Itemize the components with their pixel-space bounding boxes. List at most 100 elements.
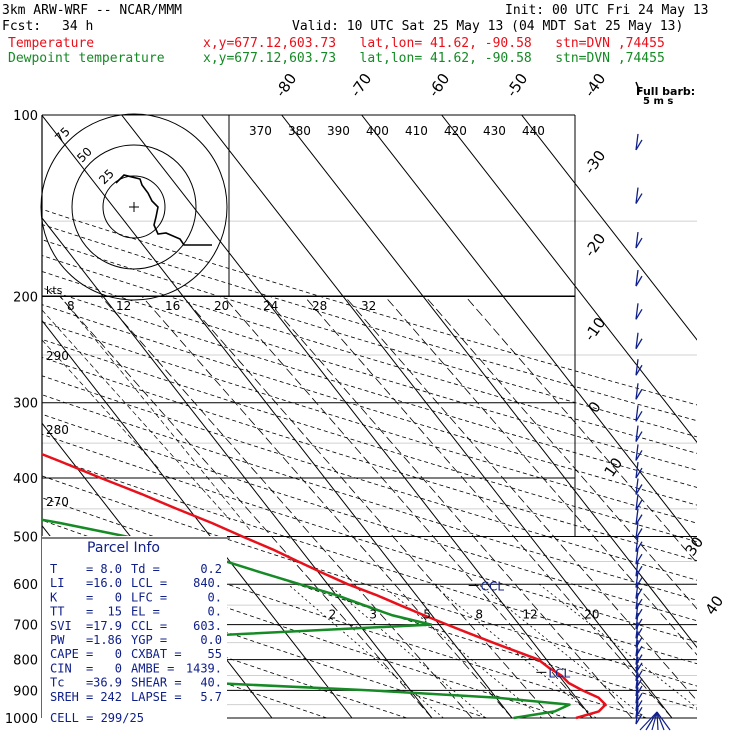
wind-barb: [635, 308, 643, 320]
isotherm-line: [42, 115, 513, 719]
parcel-key: LAPSE =: [131, 690, 182, 704]
parcel-key: SREH: [50, 690, 79, 704]
wind-barb-surface: [639, 711, 658, 731]
mixing-ratio-line: [538, 583, 697, 709]
parcel-key: CAPE: [50, 647, 79, 661]
dry-adiabat: [42, 375, 697, 581]
parcel-key: AMBE =: [131, 661, 174, 675]
hodograph-x-label: 20: [214, 299, 229, 313]
isotherm-label: -70: [347, 70, 376, 100]
wind-barb-flag: [635, 640, 639, 657]
moist-adiabat: [263, 296, 633, 719]
parcel-value: 840.: [193, 576, 222, 590]
wind-barbs: Full barb:5 m s: [635, 81, 695, 731]
parcel-value: 0: [115, 661, 122, 675]
mixing-ratio-label: 3: [369, 608, 377, 622]
dry-adiabat: [42, 454, 697, 665]
parcel-eq: =: [86, 661, 93, 675]
dry-adiabat: [42, 394, 697, 601]
wind-barb-flag: [635, 332, 639, 349]
parcel-value: 36.9: [93, 676, 122, 690]
parcel-key: LCL =: [131, 576, 167, 590]
wind-barb-flag: [635, 701, 639, 718]
parcel-key: K: [50, 590, 58, 604]
dry-adiabat: [42, 304, 697, 506]
parcel-eq: =: [86, 605, 93, 619]
isotherm-label: -10: [581, 314, 610, 344]
parcel-eq: =: [86, 633, 93, 647]
parcel-key: TT: [50, 605, 64, 619]
parcel-title: Parcel Info: [87, 540, 160, 556]
isotherm-label: 30: [682, 533, 708, 559]
parcel-eq: =: [86, 590, 93, 604]
mixing-ratio-label: 5: [423, 608, 431, 622]
wind-barb-legend: Full barb:: [636, 85, 695, 98]
parcel-value: 0.2: [200, 562, 222, 576]
theta-label: 410: [405, 124, 428, 138]
wind-barb: [635, 514, 643, 525]
wind-barb-flag: [635, 679, 639, 697]
wind-barb-surface: [645, 711, 658, 731]
parcel-value: 0: [115, 590, 122, 604]
valid-time: Valid: 10 UTC Sat 25 May 13 (04 MDT Sat …: [292, 19, 684, 34]
hodograph-y-label: 270: [46, 495, 69, 509]
pressure-tick-label: 500: [13, 530, 38, 545]
wind-barb: [635, 338, 643, 350]
wind-barb: [635, 431, 643, 442]
dewpoint-location: x,y=677.12,603.73 lat,lon= 41.62, -90.58…: [203, 51, 665, 66]
isotherm-label: -80: [272, 70, 301, 100]
parcel-cell: CELL = 299/25: [50, 711, 144, 725]
theta-label: 400: [366, 124, 389, 138]
hodograph-x-label: 32: [361, 299, 376, 313]
parcel-value: 16.0: [93, 576, 122, 590]
wind-barb-flag: [635, 582, 639, 599]
parcel-key: SVI: [50, 619, 72, 633]
wind-barb-surface: [656, 711, 659, 731]
wind-barb-flag: [635, 444, 639, 461]
mixing-ratio-label: 20: [584, 608, 599, 622]
wind-barb: [635, 528, 643, 539]
wind-barb-flag: [635, 548, 639, 565]
parcel-value: 0.: [208, 605, 222, 619]
mixing-ratio-label: 12: [522, 608, 537, 622]
wind-barb-flag: [635, 592, 639, 610]
hodograph-ring: [40, 113, 228, 301]
isotherm-label: -20: [581, 230, 610, 260]
wind-barb-flag: [635, 187, 639, 204]
pressure-tick-label: 600: [13, 578, 38, 593]
theta-label: 370: [249, 124, 272, 138]
pressure-tick-label: 800: [13, 654, 38, 669]
wind-barb-flag: [635, 631, 639, 648]
parcel-eq: =: [86, 619, 93, 633]
wind-barb-flag: [635, 405, 639, 422]
pressure-tick-label: 700: [13, 619, 38, 634]
isotherm-line: [42, 319, 353, 719]
parcel-value: 8.0: [100, 562, 122, 576]
wind-barb-flag: [635, 535, 639, 552]
isotherm-line: [441, 115, 697, 444]
parcel-value: 1439.: [186, 661, 222, 675]
wind-barb: [635, 467, 643, 479]
wind-barb: [635, 388, 643, 400]
dewpoint-profile: [42, 518, 571, 720]
parcel-background: [42, 536, 227, 732]
wind-barb-flag: [635, 461, 639, 479]
wind-barb: [635, 713, 643, 725]
parcel-key: CIN: [50, 661, 72, 675]
moist-adiabat: [141, 296, 513, 719]
hodograph-x-label: 8: [67, 299, 75, 313]
wind-barb: [635, 275, 643, 287]
isotherm-label: -50: [503, 70, 532, 100]
dry-adiabat: [42, 497, 697, 710]
wind-barb-flag: [635, 270, 639, 287]
parcel-value: 0.0: [200, 633, 222, 647]
temperature-profile: [42, 452, 607, 720]
theta-label: 440: [522, 124, 545, 138]
parcel-key: YGP =: [131, 633, 167, 647]
parcel-value: 0: [115, 647, 122, 661]
model-title: 3km ARW-WRF -- NCAR/MMM: [2, 3, 183, 18]
isotherm-label: 40: [702, 592, 728, 618]
moist-adiabat: [384, 296, 697, 656]
parcel-key: LFC =: [131, 590, 167, 604]
